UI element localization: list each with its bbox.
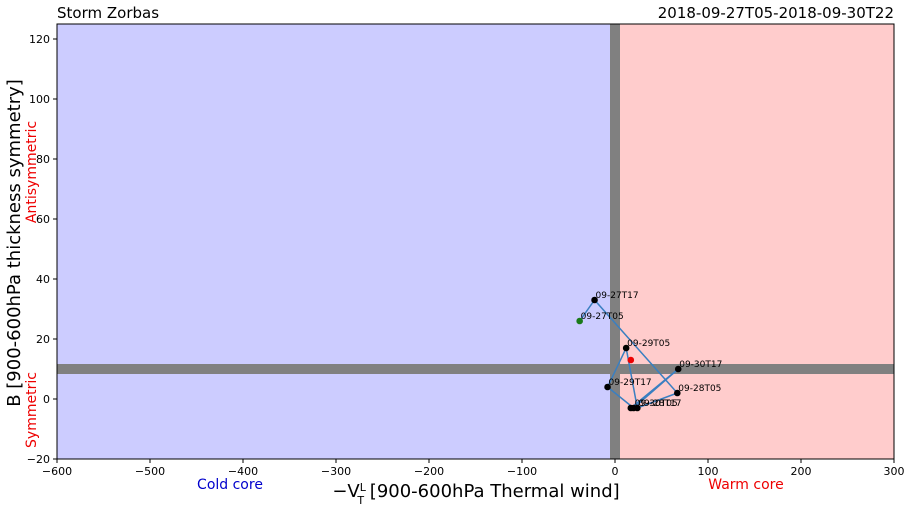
track-point [674, 389, 681, 397]
y-tick-label: 100 [29, 93, 50, 106]
x-axis-label-prefix: −V [332, 481, 360, 502]
x-tick-label: −600 [42, 465, 72, 478]
point-label: 09-28T17 [638, 399, 681, 409]
point-label: 09-27T05 [581, 312, 624, 322]
y-tick-label: 0 [43, 393, 50, 406]
x-axis-label-sub: T [356, 494, 364, 507]
warm-core-label: Warm core [708, 477, 783, 493]
start-point [576, 317, 583, 325]
chart-title-right: 2018-09-27T05-2018-09-30T22 [658, 4, 894, 22]
cold-core-label: Cold core [197, 477, 263, 493]
x-axis-label-rest: [900-600hPa Thermal wind] [364, 481, 620, 502]
y-tick-label: 40 [36, 273, 50, 286]
track-point [622, 344, 630, 352]
point-label: 09-28T05 [678, 384, 721, 394]
x-axis-label: −VL T [900-600hPa Thermal wind] [332, 481, 619, 507]
warm-core-region [615, 24, 894, 459]
y-axis-ticks: −20 0 20 40 60 80 100 120 [27, 33, 57, 466]
symmetric-label: Symmetric [24, 372, 40, 448]
x-tick-label: 200 [791, 465, 812, 478]
x-tick-label: −100 [507, 465, 537, 478]
x-tick-label: −400 [228, 465, 258, 478]
antisymmetric-label: Antisymmetric [24, 121, 40, 223]
x-tick-label: −500 [135, 465, 165, 478]
vertical-threshold-band [610, 24, 620, 459]
x-tick-label: 100 [698, 465, 719, 478]
track-point [604, 383, 611, 391]
x-tick-label: 300 [884, 465, 905, 478]
track-point [591, 296, 598, 304]
y-tick-label: 60 [36, 213, 50, 226]
y-tick-label: −20 [27, 453, 50, 466]
plot-frame [56, 23, 895, 460]
track-point [627, 404, 635, 412]
point-label: 09-29T05 [627, 339, 670, 349]
x-tick-label: −300 [321, 465, 351, 478]
track-point [674, 365, 682, 373]
point-label: 09-30T05 [635, 399, 678, 409]
y-tick-label: 20 [36, 333, 50, 346]
chart-title-left: Storm Zorbas [57, 4, 159, 22]
y-tick-label: 80 [36, 153, 50, 166]
point-label: 09-27T17 [596, 291, 639, 301]
point-label: 09-29T17 [609, 378, 652, 388]
x-tick-label: 0 [612, 465, 619, 478]
end-point [627, 356, 635, 364]
point-label: 09-30T17 [679, 360, 722, 370]
x-axis-ticks: −600 −500 −400 −300 −200 −100 0 100 200 300 [42, 459, 905, 478]
y-tick-label: 120 [29, 33, 50, 46]
storm-track: 09-27T05 09-27T17 09-28T05 09-28T17 09-29T05… [576, 291, 722, 412]
x-tick-label: −200 [414, 465, 444, 478]
x-axis-label-sup: L [360, 481, 367, 494]
cold-core-region [57, 24, 615, 459]
y-axis-label: B [900-600hPa thickness symmetry] [4, 79, 25, 407]
horizontal-threshold-band [57, 364, 894, 374]
